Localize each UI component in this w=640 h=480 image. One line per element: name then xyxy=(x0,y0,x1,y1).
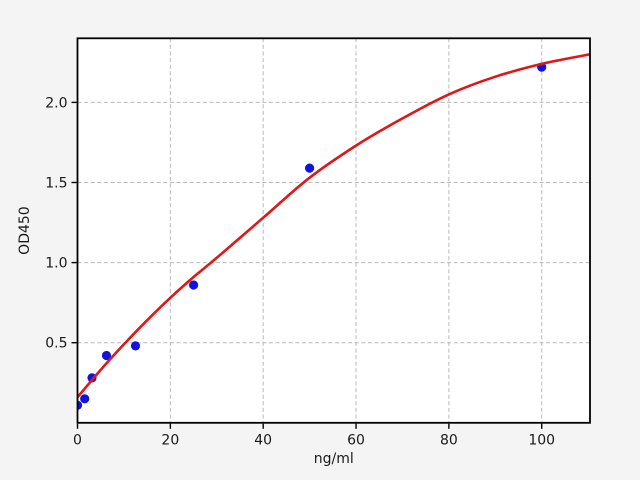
y-tick-label: 1.0 xyxy=(45,256,67,272)
data-point xyxy=(101,350,112,361)
data-point xyxy=(130,341,141,351)
data-point xyxy=(80,394,90,404)
data-point xyxy=(189,280,199,290)
x-tick-label: 80 xyxy=(440,432,458,448)
axis-ticks xyxy=(71,101,543,429)
data-point xyxy=(305,163,315,173)
x-tick-label: 40 xyxy=(254,432,272,448)
x-axis-label: ng/ml xyxy=(314,451,354,467)
x-tick-label: 20 xyxy=(161,432,179,448)
x-tick-label: 100 xyxy=(528,432,555,448)
fitted-curve xyxy=(77,53,590,399)
data-series xyxy=(77,53,590,410)
y-tick-label: 2.0 xyxy=(45,95,67,111)
y-tick-label: 0.5 xyxy=(45,336,67,352)
x-tick-label: 60 xyxy=(347,432,365,448)
plot-area xyxy=(77,38,590,423)
data-point xyxy=(77,400,83,410)
x-tick-label: 0 xyxy=(73,432,82,448)
axes-border xyxy=(76,37,591,424)
y-tick-label: 1.5 xyxy=(45,175,67,191)
y-axis-label: OD450 xyxy=(17,206,33,255)
axis-tick-labels: 0 20 40 60 80 100 0.5 1.0 1.5 2.0 xyxy=(45,95,555,448)
